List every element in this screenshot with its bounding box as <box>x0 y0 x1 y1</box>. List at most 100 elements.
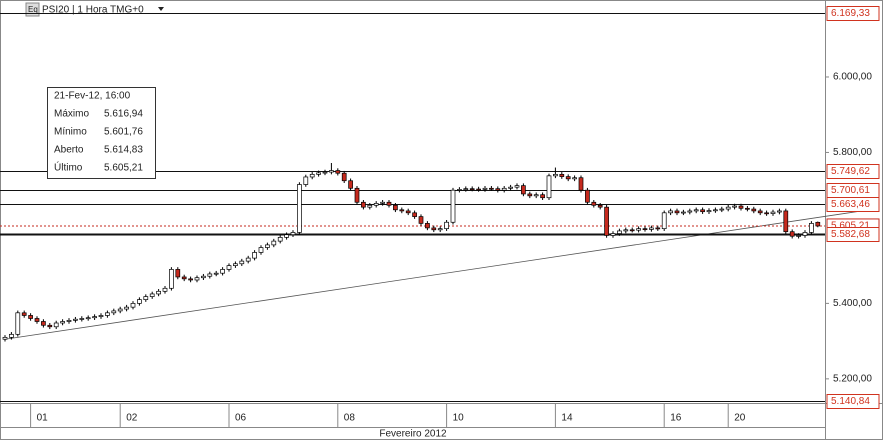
candle-body <box>213 272 219 275</box>
candle-body <box>405 210 411 214</box>
last-price-label: 5.605,21 <box>831 221 870 232</box>
y-tick-label: 5.400,00 <box>833 298 872 309</box>
tooltip-row-label: Máximo <box>54 109 89 120</box>
candle-body <box>290 232 296 236</box>
candle-body <box>809 223 814 233</box>
candle-body <box>297 184 302 233</box>
candle-body <box>706 210 712 213</box>
y-tick-label: 6.000,00 <box>833 72 872 83</box>
candle-body <box>425 223 430 229</box>
candle-body <box>629 229 635 232</box>
candle-body <box>399 209 405 212</box>
x-tick-label: 14 <box>561 413 573 424</box>
chart-title[interactable]: PSI20 | 1 Hora TMG+0 <box>42 5 144 16</box>
candle-body <box>105 312 110 316</box>
trendline <box>4 209 870 340</box>
candle-body <box>565 176 571 180</box>
candle-body <box>719 208 725 211</box>
candle-body <box>386 201 392 206</box>
level-label: 5.663,46 <box>831 199 870 210</box>
candle-body <box>713 209 718 212</box>
candle-body <box>533 194 539 197</box>
candle-body <box>92 316 97 319</box>
candle-body <box>98 315 104 317</box>
candle-body <box>393 204 398 211</box>
candle-body <box>751 208 757 212</box>
candle-body <box>85 317 91 320</box>
candle-body <box>745 207 750 210</box>
candle-body <box>60 321 65 324</box>
candle-body <box>117 308 123 312</box>
candle-body <box>764 212 769 215</box>
candle-body <box>188 278 193 281</box>
candle-body <box>412 212 417 217</box>
level-box <box>826 394 880 409</box>
tooltip-row-value: 5.614,83 <box>104 145 143 156</box>
level-box <box>826 164 880 179</box>
tooltip-row-value: 5.601,76 <box>104 127 143 138</box>
candle-body <box>604 206 609 236</box>
candle-body <box>649 227 654 230</box>
icon-label: Eq <box>28 5 38 14</box>
candle-body <box>329 170 334 173</box>
candle-body <box>373 203 379 206</box>
candle-body <box>508 186 513 189</box>
candle-body <box>41 321 46 326</box>
candle-body <box>546 175 552 199</box>
candle-body <box>316 172 321 175</box>
candle-body <box>284 234 289 238</box>
candle-body <box>674 210 680 214</box>
candle-body <box>111 310 117 314</box>
candle-body <box>239 260 245 265</box>
x-tick-label: 02 <box>126 413 138 424</box>
candle-body <box>169 269 174 289</box>
candle-body <box>47 324 53 328</box>
candle-body <box>245 257 251 262</box>
candle-body <box>617 230 622 234</box>
candle-body <box>252 252 257 259</box>
candle-body <box>489 187 494 190</box>
candle-body <box>476 188 481 191</box>
candle-body <box>738 205 744 209</box>
candle-body <box>514 185 520 188</box>
candle-body <box>501 187 507 191</box>
candle-body <box>207 273 213 277</box>
candle-body <box>469 188 475 191</box>
dropdown-arrow[interactable] <box>158 7 164 11</box>
level-label: 5.582,68 <box>831 229 870 240</box>
candle-body <box>348 180 353 189</box>
candle-body <box>277 236 283 242</box>
candle-body <box>597 204 603 208</box>
x-axis-label: Fevereiro 2012 <box>379 429 447 440</box>
candle-body <box>431 227 437 231</box>
candle-body <box>15 312 21 335</box>
icon[interactable] <box>25 2 40 17</box>
candle-body <box>181 276 187 280</box>
level-box <box>826 6 880 21</box>
candle-body <box>53 322 59 328</box>
candle-body <box>130 303 136 308</box>
candle-body <box>21 312 27 316</box>
candle-body <box>553 173 558 177</box>
candle-body <box>578 177 584 191</box>
level-box <box>826 227 880 242</box>
x-tick-label: 16 <box>670 413 682 424</box>
candle-body <box>124 306 129 310</box>
level-label: 5.749,62 <box>831 166 870 177</box>
candle-body <box>495 188 501 191</box>
tooltip-row-label: Mínimo <box>54 127 87 138</box>
candle-body <box>367 204 373 208</box>
candle-body <box>9 333 14 338</box>
candle-body <box>642 228 648 231</box>
candle-body <box>796 235 801 237</box>
candle-body <box>527 193 533 197</box>
candle-body <box>226 265 232 270</box>
candle-body <box>220 269 225 274</box>
candle-body <box>591 201 597 206</box>
candle-body <box>335 170 341 174</box>
candle-body <box>2 336 8 340</box>
candle-body <box>79 318 85 320</box>
x-tick-label: 08 <box>344 413 356 424</box>
candle-body <box>687 210 693 213</box>
